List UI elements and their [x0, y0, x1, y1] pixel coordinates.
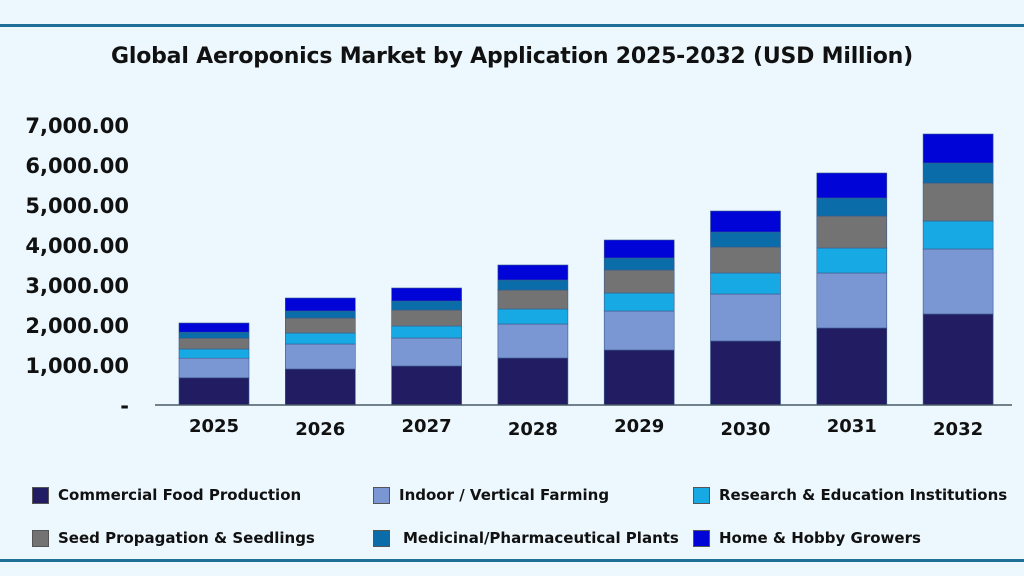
bar-segment-2032-4: [922, 162, 994, 184]
bar-segment-2028-3: [497, 289, 569, 310]
bar-segment-2026-5: [284, 297, 356, 312]
y-tick-label: 2,000.00: [25, 314, 129, 338]
legend-label: Home & Hobby Growers: [719, 529, 921, 547]
y-tick-label: 1,000.00: [25, 354, 129, 378]
bar-segment-2031-3: [816, 215, 888, 249]
y-tick-label: -: [120, 394, 129, 418]
legend-item: Indoor / Vertical Farming: [373, 486, 609, 504]
x-tick-label: 2028: [508, 419, 558, 440]
bar-segment-2032-5: [922, 133, 994, 164]
bar-segment-2025-4: [178, 331, 250, 339]
legend-swatch: [373, 529, 390, 547]
bar-segment-2028-4: [497, 279, 569, 291]
y-tick-label: 4,000.00: [25, 234, 129, 258]
bar-segment-2030-0: [710, 340, 781, 406]
x-tick-label: 2026: [295, 419, 345, 440]
legend-item: Commercial Food Production: [32, 486, 301, 504]
bar-segment-2031-4: [816, 197, 888, 217]
top-rule: [0, 24, 1024, 27]
bar-segment-2025-3: [178, 337, 250, 350]
bar-segment-2031-0: [816, 327, 888, 406]
bottom-rule: [0, 559, 1024, 562]
bar-segment-2027-4: [391, 300, 462, 311]
legend-swatch: [693, 486, 710, 504]
bar-segment-2027-2: [391, 325, 462, 339]
bar-segment-2025-1: [178, 357, 250, 379]
x-tick-label: 2031: [827, 416, 877, 437]
bar-segment-2028-0: [497, 357, 569, 406]
legend-item: Home & Hobby Growers: [693, 529, 921, 547]
bar-segment-2032-0: [922, 313, 994, 406]
bar-segment-2029-1: [603, 310, 675, 351]
legend-label: Research & Education Institutions: [719, 486, 1008, 504]
bar-segment-2026-2: [284, 332, 356, 345]
bar-segment-2030-3: [710, 246, 781, 274]
bar-segment-2027-5: [391, 287, 462, 302]
legend-swatch: [373, 486, 390, 504]
bar-segment-2032-2: [922, 220, 994, 250]
y-tick-label: 5,000.00: [25, 194, 129, 218]
legend-swatch: [693, 529, 710, 547]
bar-segment-2031-2: [816, 247, 888, 274]
legend-item: Medicinal/Pharmaceutical Plants: [373, 529, 679, 547]
bar-segment-2026-3: [284, 317, 356, 334]
bar-segment-2029-2: [603, 292, 675, 312]
bar-segment-2027-3: [391, 309, 462, 327]
bar-segment-2030-5: [710, 210, 781, 233]
y-tick-label: 7,000.00: [25, 114, 129, 138]
x-tick-label: 2029: [614, 416, 664, 437]
chart-plot: - 1,000.00 2,000.00 3,000.00 4,000.00 5,000.0…: [25, 114, 1012, 440]
legend-swatch: [32, 486, 49, 504]
bar-segment-2032-3: [922, 182, 994, 222]
bar-segment-2025-0: [178, 377, 250, 406]
bar-segment-2026-0: [284, 368, 356, 406]
x-tick-label: 2025: [189, 416, 239, 437]
bar-segment-2029-5: [603, 239, 675, 259]
bar-segment-2030-2: [710, 272, 781, 295]
bar-segment-2026-4: [284, 310, 356, 319]
y-tick-label: 6,000.00: [25, 154, 129, 178]
bar-segment-2031-5: [816, 172, 888, 199]
y-tick-label: 3,000.00: [25, 274, 129, 298]
bar-segment-2029-4: [603, 257, 675, 271]
bar-segment-2030-4: [710, 231, 781, 248]
bar-segment-2029-3: [603, 269, 675, 294]
legend-label: Indoor / Vertical Farming: [399, 486, 610, 504]
legend-item: Seed Propagation & Seedlings: [32, 529, 315, 547]
legend-label: Seed Propagation & Seedlings: [58, 529, 315, 547]
x-tick-label: 2027: [402, 416, 452, 437]
legend-item: Research & Education Institutions: [693, 486, 1007, 504]
legend-label: Commercial Food Production: [58, 486, 302, 504]
chart-title: Global Aeroponics Market by Application …: [111, 44, 913, 69]
bar-segment-2028-5: [497, 264, 569, 281]
bar-segment-2028-2: [497, 308, 569, 325]
x-tick-label: 2032: [933, 419, 983, 440]
bar-segment-2030-1: [710, 293, 781, 342]
bar-segment-2026-1: [284, 343, 356, 370]
bar-segment-2025-5: [178, 322, 250, 333]
bar-segment-2025-2: [178, 348, 250, 359]
legend-swatch: [32, 529, 49, 547]
bar-segment-2027-1: [391, 337, 462, 367]
bar-segment-2032-1: [922, 248, 994, 315]
x-tick-label: 2030: [720, 419, 770, 440]
bar-segment-2031-1: [816, 272, 888, 329]
bar-segment-2029-0: [603, 349, 675, 406]
legend-label: Medicinal/Pharmaceutical Plants: [403, 529, 679, 547]
bar-segment-2027-0: [391, 365, 462, 406]
bar-segment-2028-1: [497, 323, 569, 359]
